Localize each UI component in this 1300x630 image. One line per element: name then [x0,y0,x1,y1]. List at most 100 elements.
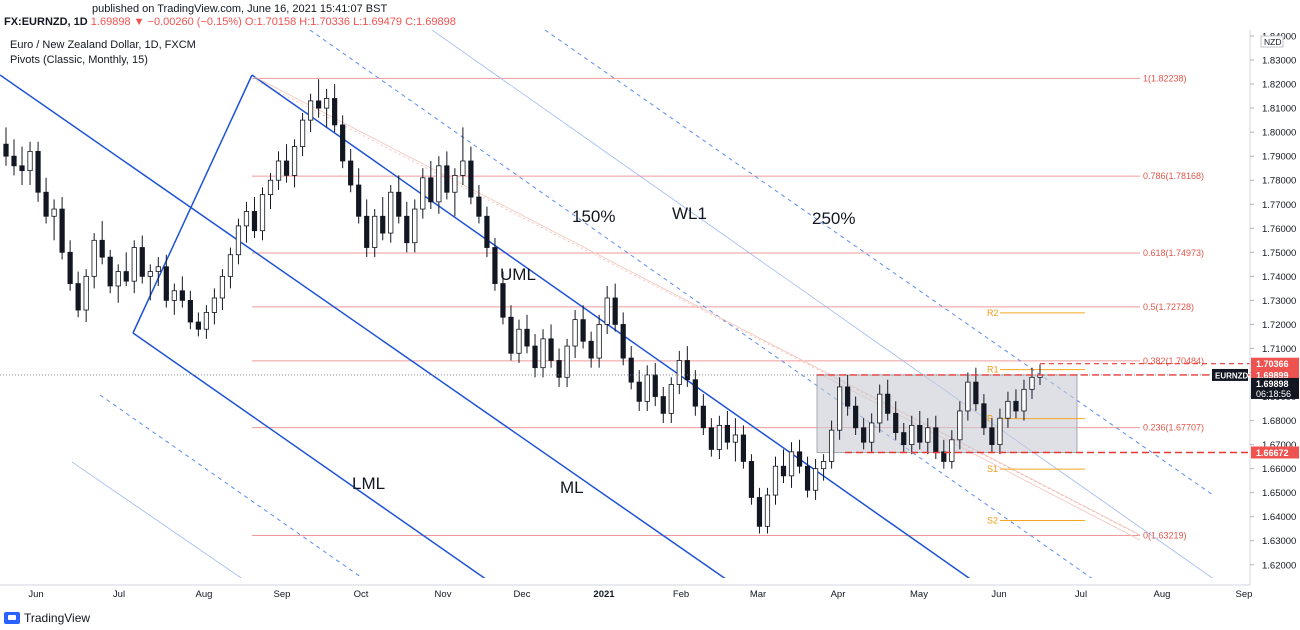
x-tick-label: Jul [1075,589,1087,600]
candle-body [620,324,626,359]
candle [828,420,835,469]
y-tick-label: 1.78000 [1262,176,1296,187]
candle [307,93,314,133]
candle [853,396,859,435]
price-change: ▼ −0.00260 (−0.15%) [133,16,242,28]
candle-body [917,424,923,443]
candle [67,240,73,291]
candle [179,276,185,308]
candle-body [147,271,153,277]
candle [692,370,698,416]
candle [75,271,81,318]
candle [989,418,995,452]
x-tick-label: Aug [1154,589,1171,600]
candle [732,418,739,462]
candle-body [107,256,113,287]
tradingview-logo[interactable]: TradingView [4,611,90,625]
y-tick-label: 1.64000 [1262,512,1296,523]
y-tick-label: 1.79000 [1262,152,1296,163]
x-tick-label: Apr [831,589,846,600]
candle [211,288,218,325]
candle-body [372,215,378,248]
candle-body [885,393,891,414]
candle-body [965,381,971,412]
candle [460,127,466,186]
x-tick-label: Nov [435,589,452,600]
candle-body [869,422,875,443]
candle-body [99,239,105,258]
candle [131,240,137,294]
y-tick-label: 1.77000 [1262,200,1296,211]
candle [43,177,49,224]
y-tick-label: 1.74000 [1262,272,1296,283]
candle [596,314,602,368]
candle [965,372,971,421]
candle [436,156,442,214]
candle-body [764,494,771,527]
fan-line-upper [254,76,1141,536]
candle [941,439,947,469]
candle [564,338,570,387]
candle-body [700,405,706,429]
candle [99,221,105,265]
candle-body [540,338,546,369]
candle [644,365,650,411]
candle [444,151,450,200]
candle [219,269,226,311]
candle-body [139,247,145,277]
instrument-title: Euro / New Zealand Dollar, 1D, FXCM [10,39,196,51]
candle-body [853,405,859,429]
symbol-badge [1212,368,1248,381]
candle [668,377,674,423]
candle-body [452,175,458,193]
candle-body [484,215,490,248]
candle [917,410,923,450]
candle-body [27,150,33,172]
candle-body [11,155,17,167]
candle [243,201,250,243]
candle [628,346,634,390]
candle [452,168,458,217]
candle [652,362,658,407]
candle [588,331,594,368]
candle-body [772,465,779,496]
pivot-label: R2 [987,308,999,318]
candle [997,408,1003,455]
candle [756,487,763,534]
high-value: H:1.70336 [299,16,351,28]
candle [316,79,322,118]
candle [251,197,258,238]
candle [348,148,354,193]
candle [123,252,129,286]
candle-body [828,429,835,462]
candle-body [508,316,514,354]
candle-body [909,424,915,446]
last-price: 1.69898 [90,16,131,28]
symbol-badge-text: EURNZD [1215,371,1249,380]
candle [620,312,626,366]
candle [788,442,795,488]
y-tick-label: 1.75000 [1262,248,1296,259]
candle [516,319,522,363]
candle-body [492,247,498,284]
x-tick-label: Feb [673,589,689,600]
candle-body [837,386,843,431]
candle-body [708,427,714,450]
x-tick-label: Jun [28,589,43,600]
candle [11,139,17,176]
candle-body [716,424,722,450]
candle-body [51,208,57,217]
candle-body [676,360,682,385]
candle-body [35,150,41,193]
candle [420,168,426,219]
y-tick-label: 1.66000 [1262,464,1296,475]
candle-body [668,384,674,414]
candle [724,410,730,450]
candle-body [291,146,298,176]
candle [171,283,177,315]
candle-body [267,179,274,196]
candle-body [941,451,947,462]
y-tick-label: 1.82000 [1262,80,1296,91]
fib-level-label: 0.236(1.67707) [1143,423,1204,433]
